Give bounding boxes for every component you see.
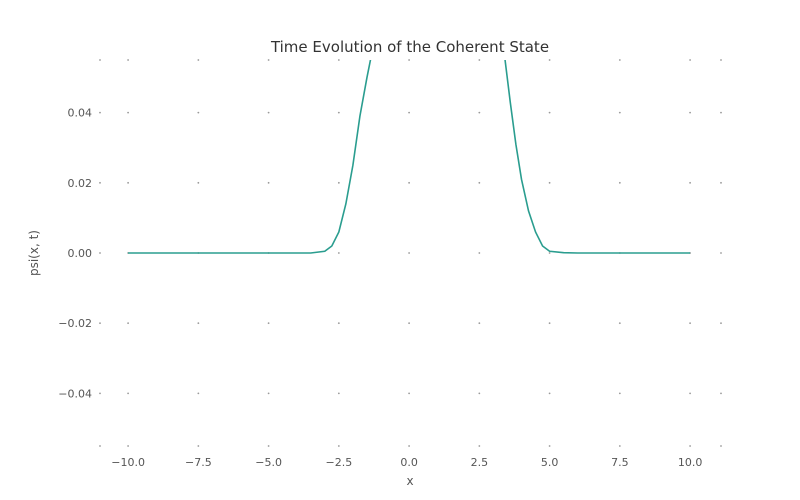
x-axis-label: x	[406, 474, 413, 488]
grid-dot	[689, 111, 691, 114]
grid-dot	[337, 252, 340, 254]
grid-dot	[267, 111, 270, 114]
y-axis-label: psi(x, t)	[27, 230, 41, 276]
x-tick-label: 10.0	[678, 456, 703, 469]
grid-dot	[548, 322, 551, 325]
grid-dot	[548, 111, 551, 114]
grid-dot	[337, 445, 340, 447]
grid-dot	[337, 392, 340, 395]
x-tick-label: −2.5	[325, 456, 352, 469]
x-tick-label: 5.0	[541, 456, 559, 469]
grid-dot	[197, 392, 200, 395]
grid-dot	[408, 392, 410, 395]
grid-dot	[267, 392, 270, 395]
axis-tick-mark	[720, 445, 722, 447]
y-tick-label: 0.04	[68, 107, 93, 120]
grid-dot	[127, 392, 129, 395]
grid-dot	[618, 445, 621, 447]
grid	[99, 59, 722, 447]
y-tick-label: −0.02	[58, 317, 92, 330]
grid-dot	[267, 181, 270, 184]
grid-dot	[267, 445, 270, 447]
grid-dot	[618, 59, 621, 61]
grid-dot	[408, 181, 410, 184]
grid-dot	[618, 322, 621, 325]
axis-tick-mark	[720, 252, 722, 254]
x-tick-label: −5.0	[255, 456, 282, 469]
axis-tick-mark	[720, 322, 722, 325]
grid-dot	[618, 392, 621, 395]
series-line	[128, 60, 691, 254]
grid-dot	[127, 445, 129, 447]
grid-dot	[408, 111, 410, 114]
grid-dot	[478, 252, 481, 254]
axis-tick-mark	[99, 181, 101, 184]
y-tick-label: 0.02	[68, 177, 93, 190]
grid-dot	[478, 445, 481, 447]
grid-dot	[408, 445, 410, 447]
grid-dot	[408, 322, 410, 325]
grid-dot	[478, 111, 481, 114]
grid-dot	[548, 59, 551, 61]
grid-dot	[197, 59, 200, 61]
grid-dot	[127, 111, 129, 114]
axis-tick-mark	[720, 181, 722, 184]
grid-dot	[337, 59, 340, 61]
grid-dot	[548, 445, 551, 447]
grid-dot	[337, 111, 340, 114]
x-tick-label: 2.5	[471, 456, 489, 469]
grid-dot	[478, 322, 481, 325]
grid-dot	[689, 392, 691, 395]
y-tick-labels: −0.04 −0.02 0.00 0.02 0.04	[58, 107, 92, 401]
grid-dot	[618, 181, 621, 184]
grid-dot	[408, 59, 410, 61]
grid-dot	[127, 181, 129, 184]
y-tick-label: −0.04	[58, 387, 92, 400]
grid-dot	[267, 322, 270, 325]
x-tick-labels: −10.0 −7.5 −5.0 −2.5 0.0 2.5 5.0 7.5 10.0	[111, 456, 702, 469]
grid-dot	[478, 59, 481, 61]
grid-dot	[337, 181, 340, 184]
grid-dot	[197, 322, 200, 325]
axis-tick-mark	[720, 392, 722, 395]
grid-dot	[127, 59, 129, 61]
grid-dot	[548, 181, 551, 184]
x-tick-label: 0.0	[400, 456, 418, 469]
grid-dot	[267, 59, 270, 61]
grid-dot	[689, 59, 691, 61]
grid-dot	[197, 181, 200, 184]
y-tick-label: 0.00	[68, 247, 93, 260]
grid-dot	[689, 445, 691, 447]
axis-tick-mark	[720, 111, 722, 114]
grid-dot	[478, 181, 481, 184]
grid-dot	[197, 111, 200, 114]
chart-title: Time Evolution of the Coherent State	[270, 38, 549, 56]
grid-dot	[337, 322, 340, 325]
x-tick-label: 7.5	[611, 456, 629, 469]
grid-dot	[197, 445, 200, 447]
grid-dot	[127, 322, 129, 325]
grid-dot	[408, 252, 410, 254]
grid-dot	[689, 322, 691, 325]
axis-tick-mark	[99, 445, 101, 447]
grid-dot	[548, 252, 551, 254]
x-tick-label: −7.5	[185, 456, 212, 469]
grid-dot	[689, 181, 691, 184]
grid-dot	[618, 111, 621, 114]
axis-tick-mark	[99, 322, 101, 325]
grid-dot	[478, 392, 481, 395]
axis-tick-mark	[99, 59, 101, 61]
axis-tick-mark	[99, 111, 101, 114]
grid-dot	[548, 392, 551, 395]
axis-tick-mark	[720, 59, 722, 61]
x-tick-label: −10.0	[111, 456, 145, 469]
series-layer	[128, 60, 691, 254]
axis-tick-mark	[99, 252, 101, 254]
axis-tick-mark	[99, 392, 101, 395]
